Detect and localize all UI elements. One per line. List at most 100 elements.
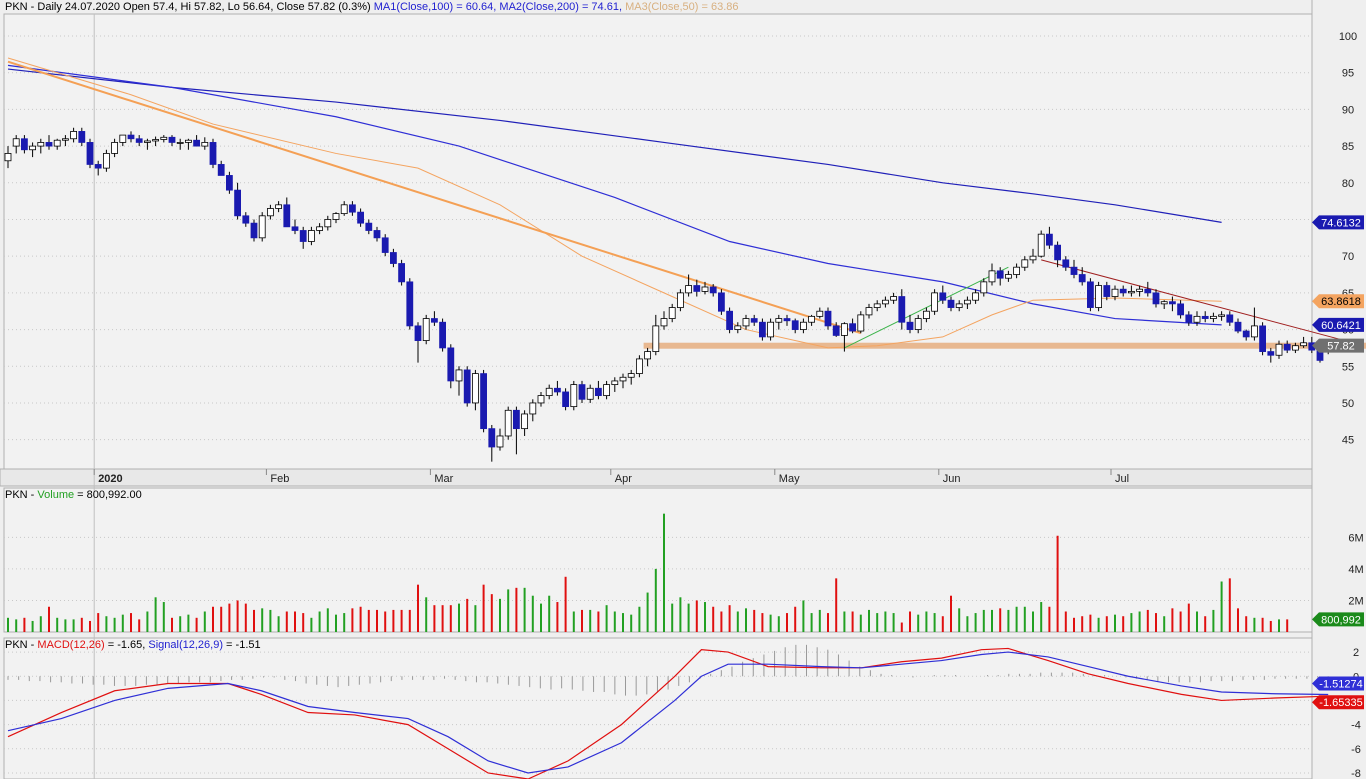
candle-body: [595, 387, 602, 397]
candle-body: [455, 369, 463, 382]
close-marker-bg: [1312, 338, 1364, 353]
signal-value: = -1.51: [223, 639, 261, 651]
candle-body: [103, 153, 110, 169]
candle-body: [1029, 255, 1037, 261]
candle-body: [923, 310, 930, 319]
candle-body: [570, 384, 578, 408]
candle-body: [1234, 321, 1242, 332]
candle-body: [70, 131, 77, 140]
volume-marker-text: 800,992: [1321, 614, 1361, 626]
price-tick-label: 100: [1339, 31, 1357, 43]
candle-body: [168, 136, 176, 143]
candle-body: [4, 153, 12, 162]
candle-body: [947, 299, 955, 308]
candle-body: [496, 435, 504, 448]
candle-body: [914, 318, 922, 330]
candle-body: [619, 376, 627, 382]
candle-body: [824, 310, 832, 327]
candle-body: [750, 318, 758, 323]
volume-tick-label: 2M: [1348, 595, 1363, 607]
candle-body: [307, 230, 315, 242]
candle-body: [996, 270, 1004, 279]
macd-marker-bg: [1312, 695, 1364, 710]
candle-body: [176, 142, 184, 144]
date-tick-label: Jul: [1115, 473, 1129, 485]
ma100-marker: 60.6421: [1312, 317, 1364, 332]
candle-body: [299, 230, 307, 242]
candle-body: [119, 134, 127, 143]
macd-value: = -1.65,: [104, 639, 149, 651]
macd-marker-text: -1.65335: [1319, 697, 1362, 709]
price-panel-frame: [3, 13, 1313, 470]
candle-body: [381, 237, 389, 253]
candle-body: [152, 139, 160, 142]
macd-marker: -1.65335: [1312, 695, 1364, 710]
trendline-3: [1041, 259, 1345, 342]
candle-body: [250, 222, 258, 239]
date-tick-label: May: [779, 473, 800, 485]
support-band: [643, 342, 1366, 349]
price-tick-label: 90: [1342, 104, 1354, 116]
candle-body: [988, 270, 996, 283]
price-tick-label: 95: [1342, 68, 1354, 80]
candle-body: [78, 131, 86, 143]
candle-body: [693, 285, 701, 292]
close-marker-text: 57.82: [1327, 341, 1355, 353]
candle-body: [1136, 288, 1143, 292]
volume-tick-label: 6M: [1348, 532, 1363, 544]
candle-body: [234, 189, 242, 217]
candle-body: [1005, 274, 1012, 279]
ma100-line: [7, 64, 1222, 326]
candle-body: [1226, 314, 1234, 323]
candle-body: [808, 315, 815, 323]
candle-body: [1128, 291, 1135, 294]
price-tick-label: 55: [1342, 361, 1354, 373]
candle-body: [373, 230, 381, 239]
candle-body: [201, 142, 209, 147]
signal-label: Signal(12,26,9): [148, 639, 223, 651]
price-tick-label: 80: [1342, 178, 1354, 190]
candle-body: [422, 318, 430, 341]
candle-body: [890, 296, 897, 301]
candle-body: [1111, 288, 1119, 297]
candle-body: [513, 409, 520, 430]
candle-body: [832, 325, 840, 336]
candle-body: [882, 299, 889, 305]
volume-marker-bg: [1312, 612, 1364, 627]
candle-body: [578, 384, 586, 400]
price-tick-label: 85: [1342, 141, 1354, 153]
candle-body: [955, 303, 963, 308]
candle-body: [545, 387, 553, 397]
candle-body: [1275, 343, 1283, 356]
candle-body: [398, 263, 406, 283]
candle-body: [12, 138, 20, 147]
price-header-main: PKN - Daily 24.07.2020 Open 57.4, Hi 57.…: [5, 1, 371, 13]
candle-body: [1251, 325, 1258, 338]
macd-line: [7, 647, 1329, 779]
macd-label: MACD(12,26): [37, 639, 105, 651]
candle-body: [447, 347, 455, 382]
candle-body: [1087, 281, 1094, 308]
signal-marker: -1.51274: [1312, 676, 1364, 691]
candle-body: [742, 318, 750, 327]
candle-body: [463, 369, 471, 404]
candle-body: [726, 310, 733, 330]
candle-body: [611, 380, 619, 386]
ma50-marker: 63.8618: [1312, 294, 1364, 309]
candle-body: [1070, 266, 1078, 275]
candle-body: [562, 391, 569, 408]
candle-body: [217, 164, 225, 176]
candle-body: [504, 409, 512, 437]
signal-line: [7, 651, 1329, 774]
candle-body: [783, 318, 791, 322]
candle-body: [1201, 315, 1209, 319]
candle-body: [668, 307, 676, 319]
date-tick-label: 2020: [98, 473, 122, 485]
candle-body: [603, 384, 610, 397]
candle-body: [143, 140, 151, 143]
candle-body: [1095, 285, 1102, 308]
candle-body: [800, 321, 807, 330]
candle-body: [340, 204, 348, 215]
